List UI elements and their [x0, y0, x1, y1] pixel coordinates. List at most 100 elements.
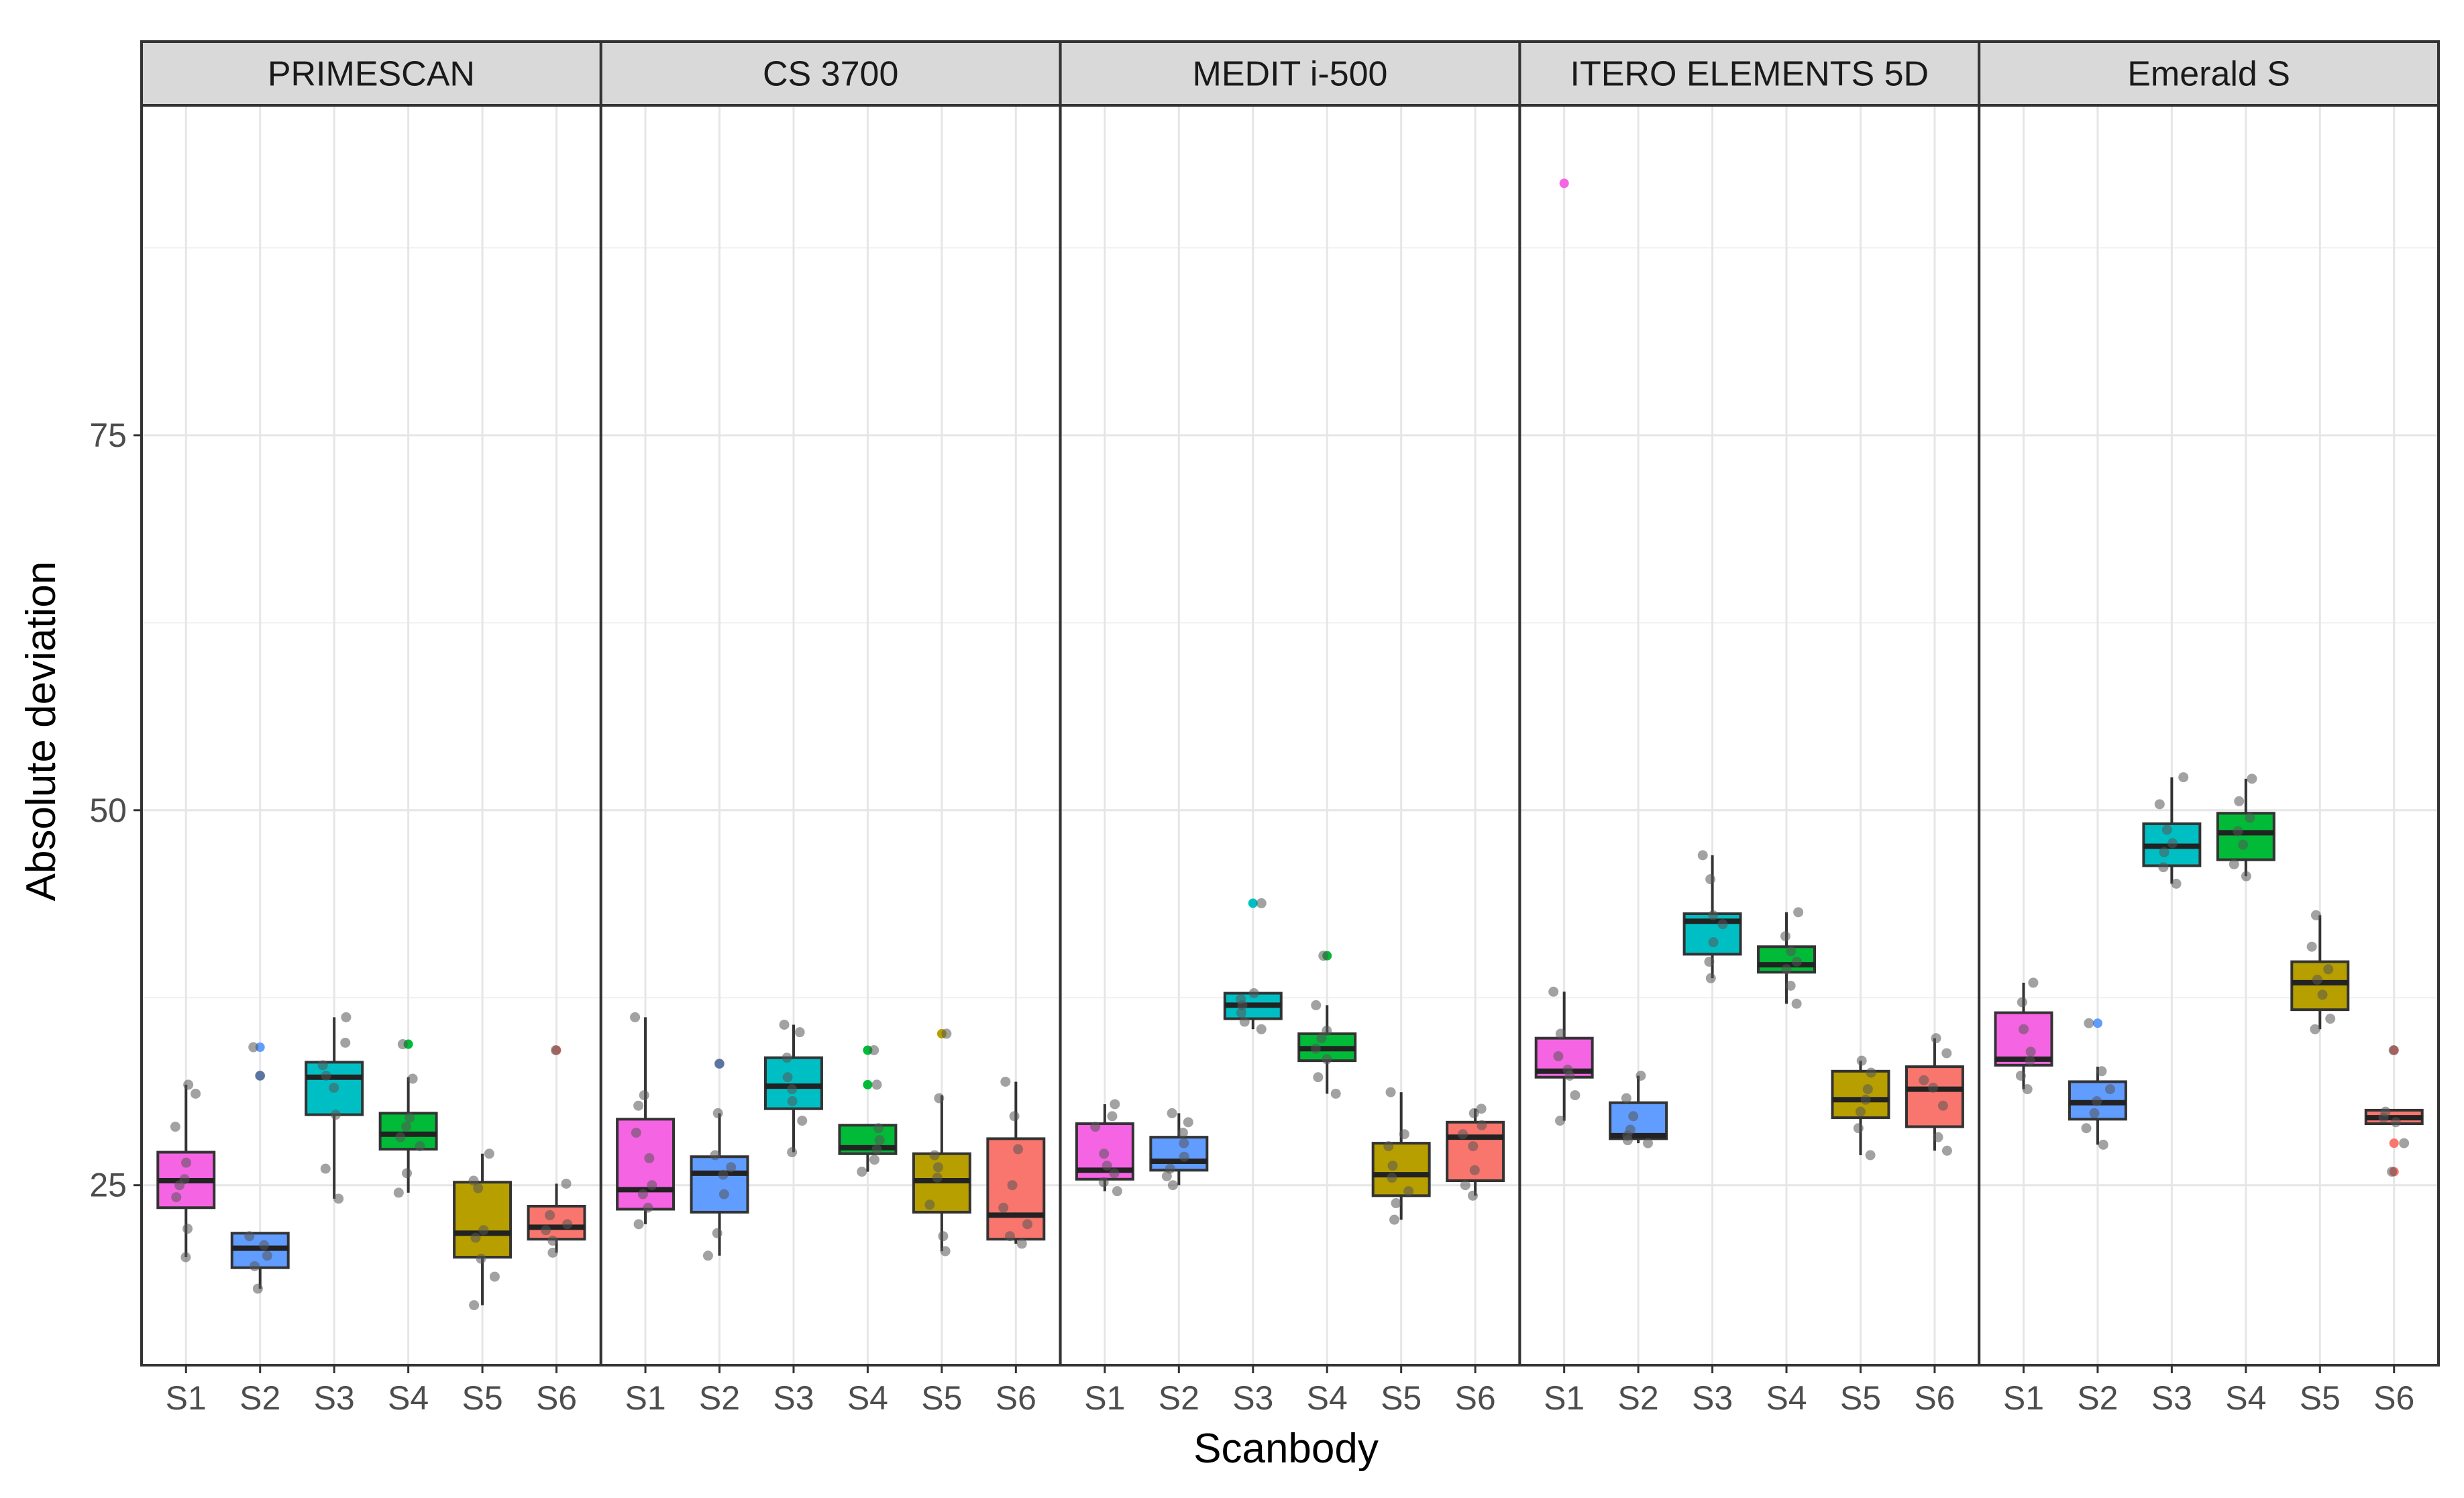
- y-tick-label: 50: [89, 792, 127, 829]
- data-point: [1009, 1111, 1020, 1122]
- data-point: [2241, 871, 2251, 881]
- data-point: [1717, 919, 1728, 930]
- data-point: [2158, 862, 2169, 873]
- data-point: [182, 1224, 193, 1234]
- data-point: [248, 1042, 259, 1053]
- box-s4: [1297, 951, 1357, 1099]
- x-tick-label: S4: [847, 1379, 888, 1417]
- data-point: [2015, 1071, 2026, 1081]
- data-point: [998, 1202, 1009, 1213]
- x-tick-label: S2: [699, 1379, 740, 1417]
- box-s5: [1371, 1087, 1431, 1225]
- data-point: [1389, 1214, 1399, 1225]
- strip-label: PRIMESCAN: [268, 55, 475, 94]
- data-point: [340, 1037, 351, 1048]
- data-point: [1860, 1094, 1871, 1105]
- data-point: [639, 1090, 649, 1101]
- data-point: [1919, 1075, 1929, 1085]
- box-body: [1905, 1065, 1964, 1128]
- panel-background: [1979, 105, 2439, 1365]
- box-s6: [986, 1076, 1046, 1249]
- data-point: [2019, 1024, 2029, 1034]
- data-point: [545, 1210, 555, 1220]
- data-point: [712, 1108, 723, 1118]
- data-point: [1621, 1093, 1631, 1104]
- data-point: [317, 1060, 328, 1071]
- box-s5: [2290, 910, 2350, 1034]
- data-point: [1256, 1024, 1267, 1034]
- data-point: [2247, 773, 2257, 784]
- data-point: [1548, 986, 1559, 997]
- data-point: [1467, 1190, 1478, 1201]
- box-s3: [764, 1019, 823, 1158]
- data-point: [1933, 1132, 1943, 1142]
- data-point: [1555, 1116, 1566, 1126]
- data-point: [1383, 1141, 1394, 1152]
- data-point: [1313, 1072, 1324, 1083]
- data-point: [252, 1283, 263, 1294]
- x-tick-label: S1: [625, 1379, 665, 1417]
- box-body: [1994, 1011, 2053, 1067]
- data-point: [782, 1072, 793, 1083]
- data-point: [2161, 824, 2172, 835]
- x-tick-label: S4: [2225, 1379, 2266, 1417]
- box-body: [527, 1205, 586, 1241]
- data-point: [250, 1261, 260, 1271]
- data-point: [1460, 1180, 1470, 1191]
- data-point: [2388, 1045, 2399, 1055]
- data-point: [2325, 1014, 2336, 1024]
- x-tick-label: S4: [1307, 1379, 1348, 1417]
- data-point: [794, 1027, 805, 1038]
- data-point: [637, 1189, 648, 1199]
- data-point: [1708, 910, 1719, 920]
- data-point: [2312, 974, 2322, 985]
- data-point: [710, 1150, 720, 1161]
- box-body: [453, 1181, 513, 1259]
- box-body: [690, 1155, 749, 1214]
- x-tick-label: S6: [2373, 1379, 2414, 1417]
- data-point: [1941, 1145, 1952, 1156]
- x-tick-label: S3: [773, 1379, 814, 1417]
- box-s1: [616, 1012, 676, 1230]
- data-point: [170, 1122, 180, 1132]
- data-point: [1112, 1186, 1122, 1197]
- data-point: [405, 1112, 415, 1123]
- box-s2: [1609, 1071, 1668, 1148]
- box-s1: [1534, 178, 1594, 1126]
- data-point: [341, 1012, 352, 1022]
- data-point: [2399, 1138, 2410, 1148]
- data-point: [2390, 1117, 2401, 1128]
- data-point: [2081, 1123, 2092, 1134]
- data-point: [2387, 1167, 2398, 1177]
- data-point: [1322, 1025, 1332, 1036]
- data-point: [871, 1144, 882, 1155]
- data-point: [397, 1039, 408, 1050]
- data-point: [183, 1079, 194, 1090]
- x-tick-label: S6: [536, 1379, 577, 1417]
- data-point: [1399, 1129, 1409, 1140]
- data-point: [787, 1147, 798, 1158]
- data-point: [2234, 796, 2245, 806]
- box-s5: [1831, 1055, 1890, 1161]
- box-body: [2216, 812, 2275, 861]
- data-point: [787, 1096, 798, 1107]
- data-point: [2017, 997, 2027, 1008]
- data-point: [1167, 1180, 1178, 1191]
- x-tick-label: S1: [2003, 1379, 2044, 1417]
- data-point: [1000, 1076, 1011, 1087]
- box-s1: [156, 1079, 216, 1263]
- box-s6: [527, 1045, 586, 1258]
- data-point: [1387, 1161, 1398, 1171]
- box-s2: [2068, 1018, 2127, 1150]
- data-point: [1016, 1238, 1027, 1249]
- data-point: [874, 1135, 885, 1146]
- y-tick-label: 25: [89, 1167, 127, 1204]
- data-point: [1791, 957, 1802, 967]
- data-point: [469, 1300, 480, 1311]
- data-point: [2025, 1055, 2035, 1066]
- data-point: [320, 1163, 331, 1174]
- data-point: [1179, 1151, 1189, 1162]
- strip-background: [1978, 40, 2440, 107]
- x-tick-label: S2: [1159, 1379, 1199, 1417]
- box-s4: [2216, 773, 2275, 881]
